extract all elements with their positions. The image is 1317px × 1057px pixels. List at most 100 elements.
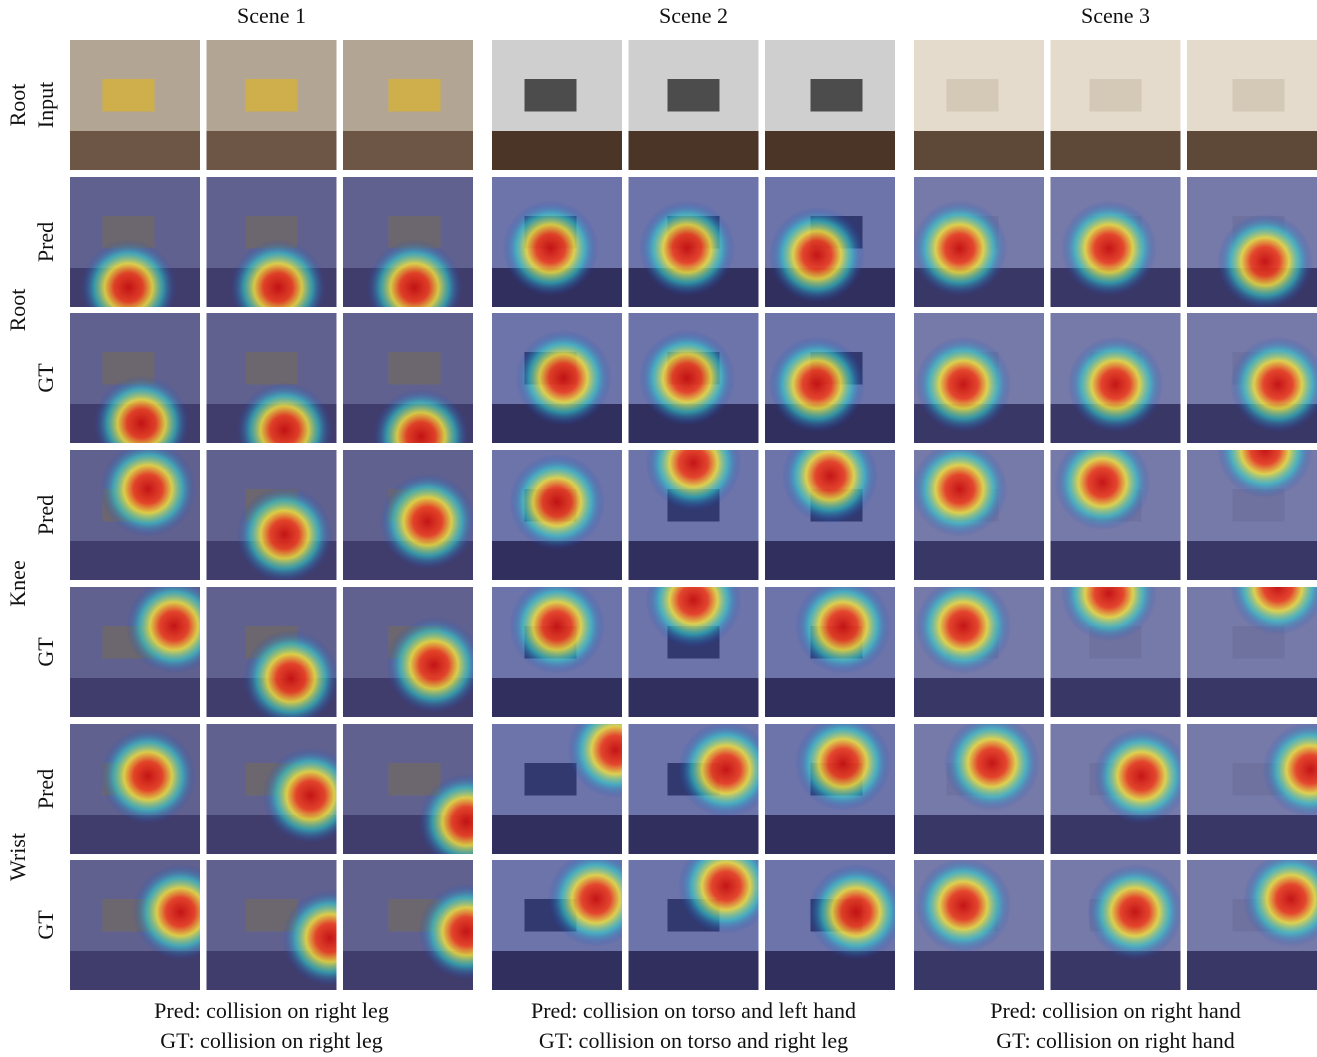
scene-title: Scene 3 (1081, 3, 1150, 28)
image-tile (914, 40, 1044, 170)
image-tile (914, 715, 1044, 854)
image-tile (765, 860, 904, 990)
image-tile (343, 40, 473, 170)
heatmap (237, 487, 333, 583)
tile-floor (70, 131, 200, 170)
row-label: GT (33, 910, 58, 940)
scene-title: Scene 2 (659, 3, 728, 28)
tile-detail (668, 79, 720, 112)
image-tile (912, 177, 1045, 307)
image-tile (70, 724, 200, 854)
image-tile (492, 313, 622, 443)
tile-detail (947, 79, 999, 112)
heatmap (795, 715, 891, 811)
image-tile (1187, 722, 1317, 855)
tile-floor (914, 131, 1044, 170)
image-tile (629, 313, 759, 443)
image-tile (765, 715, 895, 854)
group-label: Root (5, 289, 30, 332)
heatmap (509, 578, 605, 674)
image-tile (1051, 313, 1181, 443)
heatmap (1061, 201, 1157, 297)
tile-detail (1233, 79, 1285, 112)
heatmap (639, 330, 735, 426)
row-label: Pred (33, 495, 58, 535)
tile-floor (207, 131, 337, 170)
image-tile (70, 177, 200, 336)
image-tile (70, 860, 229, 990)
tile-detail (1090, 79, 1142, 112)
caption: GT: collision on right hand (996, 1028, 1234, 1053)
tile-floor (765, 131, 895, 170)
image-tile (629, 838, 775, 990)
image-tile (765, 578, 895, 717)
image-tile (765, 428, 895, 580)
image-tile (1187, 851, 1317, 990)
image-tile (765, 40, 895, 170)
image-tile (343, 450, 476, 580)
tile-floor (1051, 131, 1181, 170)
image-tile (70, 313, 200, 472)
heatmap (516, 330, 612, 426)
image-tile (914, 313, 1044, 443)
caption: GT: collision on right leg (160, 1028, 383, 1053)
image-tile (1051, 860, 1184, 990)
heatmap (1087, 864, 1183, 960)
tile-detail (246, 79, 298, 112)
heatmap (1068, 337, 1164, 433)
heatmap (380, 474, 476, 570)
image-tile (343, 587, 482, 717)
image-tile (1051, 435, 1181, 581)
image-tile (492, 851, 644, 990)
heatmap (769, 207, 865, 303)
row-label: GT (33, 637, 58, 667)
image-tile (914, 578, 1044, 717)
heatmap (944, 715, 1040, 811)
heatmap (100, 441, 196, 537)
image-tile (70, 40, 200, 170)
image-tile (343, 177, 473, 336)
image-tile (207, 177, 337, 336)
group-label: Knee (5, 560, 30, 606)
image-tile (492, 450, 622, 580)
image-tile (1187, 40, 1317, 170)
figure: Scene 1Pred: collision on right legGT: c… (0, 0, 1317, 1057)
row-label: Pred (33, 222, 58, 262)
tile-floor (492, 131, 622, 170)
tile-detail (389, 79, 441, 112)
scene-title: Scene 1 (237, 3, 306, 28)
heatmap (1217, 214, 1313, 310)
row-label: GT (33, 363, 58, 393)
image-tile (492, 177, 622, 307)
heatmap (243, 630, 339, 726)
row-label: Pred (33, 769, 58, 809)
caption: Pred: collision on torso and left hand (531, 998, 856, 1023)
image-tile (343, 860, 515, 990)
tile-floor (629, 131, 759, 170)
heatmap (100, 728, 196, 824)
image-tile (207, 450, 337, 583)
heatmap (912, 201, 1008, 297)
heatmap (1094, 728, 1190, 824)
image-tile (629, 40, 759, 170)
heatmap (808, 864, 904, 960)
heatmap (639, 201, 735, 297)
heatmap (915, 578, 1011, 674)
heatmap (509, 454, 605, 550)
image-tile (765, 177, 895, 307)
image-tile (343, 724, 515, 870)
image-tile (1051, 40, 1181, 170)
caption: GT: collision on torso and right leg (539, 1028, 848, 1053)
image-tile (914, 858, 1044, 991)
tile-detail (811, 79, 863, 112)
tile-detail (103, 79, 155, 112)
image-tile (207, 724, 359, 854)
heatmap (795, 578, 891, 674)
heatmap (1055, 435, 1151, 531)
caption: Pred: collision on right hand (990, 998, 1241, 1023)
image-tile (1187, 313, 1317, 443)
image-tile (492, 578, 622, 717)
heatmap (503, 201, 599, 297)
row-label: Input (33, 82, 58, 128)
heatmap (912, 441, 1008, 537)
